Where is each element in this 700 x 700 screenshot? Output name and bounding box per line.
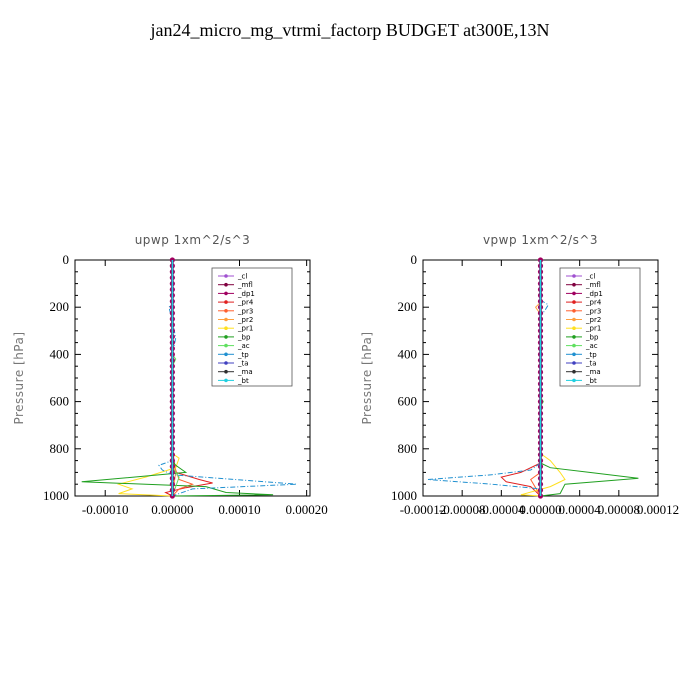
legend-entry: _bp [585,333,599,341]
y-axis-label: Pressure [hPa] [12,331,26,424]
legend-entry: _pr4 [585,299,602,307]
legend-marker [572,282,576,287]
x-tick-label: -0.00010 [82,502,129,517]
y-tick-label: 1000 [43,488,69,503]
legend-entry: _ta [585,360,597,368]
legend-marker [224,361,228,365]
legend-entry: _pr3 [237,307,253,315]
y-axis-label: Pressure [hPa] [360,331,374,424]
series-line-tp [427,260,549,496]
legend-entry: _tp [237,351,249,359]
x-tick-label: 0.00010 [218,502,260,517]
legend-entry: _tp [585,351,597,359]
legend-entry: _mfl [585,281,601,289]
y-tick-label: 0 [411,252,418,267]
legend-marker [572,352,576,357]
x-tick-label: 0.00020 [286,502,328,517]
legend-entry: _cl [237,273,247,281]
legend-marker [572,361,576,365]
y-tick-label: 800 [50,441,70,456]
legend-entry: _ma [585,368,601,376]
legend-marker [224,343,228,348]
legend-entry: _pr2 [585,316,601,324]
legend-marker [224,352,228,357]
y-tick-label: 800 [398,441,418,456]
legend-marker [572,300,576,304]
legend-entry: _pr1 [237,325,253,333]
legend-entry: _pr3 [585,307,601,315]
legend-marker [224,326,228,331]
legend-entry: _bt [237,377,249,385]
x-tick-label: -0.00004 [478,502,525,517]
legend-marker [224,309,228,313]
legend-marker [572,326,576,331]
x-tick-label: 0.00000 [151,502,193,517]
legend-entry: _pr2 [237,316,253,324]
legend-marker [224,378,228,383]
x-tick-label: 0.00004 [559,502,602,517]
x-tick-label: 0.00000 [519,502,561,517]
legend-marker [572,317,576,322]
legend-entry: _dp1 [237,290,255,298]
legend-marker [572,274,576,278]
figure-title: jan24_micro_mg_vtrmi_factorp BUDGET at30… [150,20,550,40]
x-tick-label: -0.00012 [400,502,447,517]
panel-2: vpwp 1xm^2/s^3 Pressure [hPa] 0 200 400 600 80… [360,233,679,517]
legend-entry: _bp [237,333,251,341]
legend-entry: _ma [237,368,253,376]
series-line-pr3 [171,260,195,497]
legend-entry: _ta [237,360,249,368]
legend-marker [572,378,576,383]
panel-1: upwp 1xm^2/s^3 Pressure [hPa] 0 200 400 600 80… [12,233,328,517]
x-tick-label: -0.00008 [439,502,486,517]
y-tick-label: 0 [63,252,70,267]
legend-marker [224,282,228,287]
legend-marker [224,335,228,339]
panel-title: upwp 1xm^2/s^3 [135,233,251,247]
legend-marker [224,317,228,322]
series-line-bp [540,260,639,497]
series-line-pr4 [500,260,541,497]
y-tick-label: 200 [50,299,70,314]
y-tick-label: 400 [398,346,418,361]
legend-entry: _pr1 [585,325,601,333]
legend-entry: _cl [585,273,595,281]
x-tick-label: 0.00012 [637,502,679,517]
legend-marker [224,369,228,374]
legend-entry: _mfl [237,281,253,289]
legend-marker [572,335,576,339]
legend-marker [224,274,228,278]
legend-marker [224,291,228,296]
legend-entry: _dp1 [585,290,603,298]
legend-marker [224,300,228,304]
legend-entry: _pr4 [237,299,254,307]
y-tick-label: 200 [398,299,418,314]
legend-entry: _ac [585,342,598,350]
x-tick-label: 0.00008 [598,502,640,517]
legend-marker [572,343,576,348]
panel-title: vpwp 1xm^2/s^3 [483,233,598,247]
legend-entry: _ac [237,342,250,350]
y-tick-label: 1000 [391,488,417,503]
legend-marker [572,369,576,374]
legend-marker [572,291,576,296]
legend-marker [572,309,576,313]
y-tick-label: 600 [50,394,70,409]
y-tick-label: 600 [398,394,418,409]
y-tick-label: 400 [50,346,70,361]
legend-entry: _bt [585,377,597,385]
